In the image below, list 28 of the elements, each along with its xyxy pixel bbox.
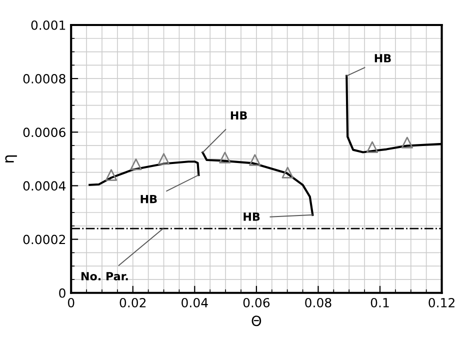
point [366,141,378,153]
y-tick-label: 0 [59,288,66,298]
annotation: HB [244,212,260,221]
y-tick-label: 0.0006 [23,128,66,138]
point [401,136,414,148]
annotation: HB [374,54,391,62]
ref-line-label: No. Par. [81,272,128,280]
point [130,158,142,170]
point [105,169,118,181]
x-tick-label: 0.04 [182,298,208,308]
point [158,153,170,165]
y-tick-label: 0.0004 [23,181,66,191]
x-axis-title: Θ [252,316,262,326]
x-tick-label: 0.08 [305,298,332,308]
annotation: HB [230,111,247,120]
x-tick-label: 0.12 [428,298,454,308]
annotation: HB [140,194,157,204]
x-tick-label: 0.1 [370,298,389,308]
point [249,154,261,166]
x-tick-label: 0.02 [120,298,146,308]
point [219,152,231,164]
y-axis-title: η [5,155,17,162]
x-tick-label: 0.06 [243,298,270,308]
x-tick-label: 0 [68,298,74,308]
y-tick-label: 0.0002 [23,234,65,244]
y-tick-label: 0.0008 [23,74,66,84]
y-tick-label: 0.001 [31,20,66,30]
point [282,166,294,178]
